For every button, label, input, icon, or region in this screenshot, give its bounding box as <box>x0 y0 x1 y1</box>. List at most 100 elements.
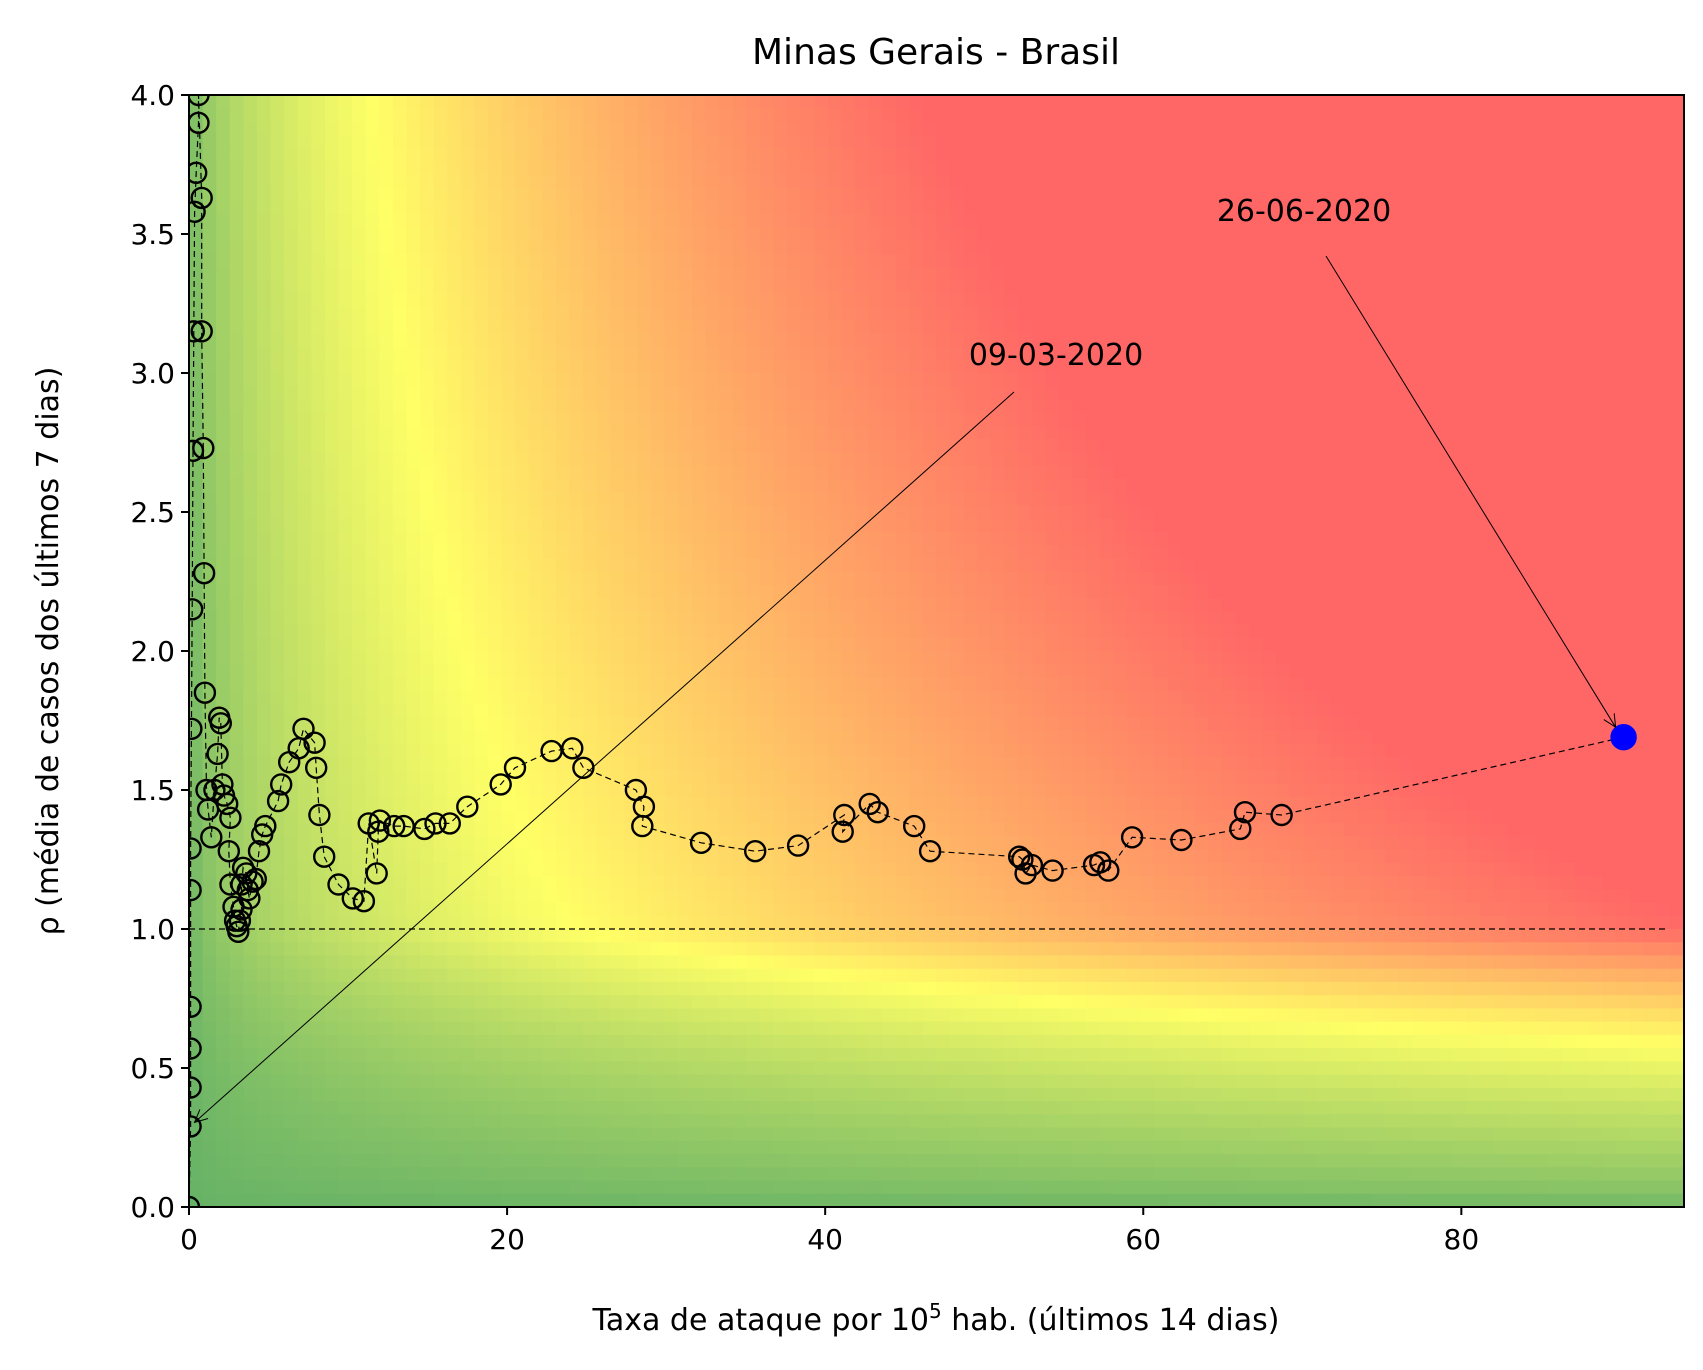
heatmap-cell <box>895 174 911 189</box>
heatmap-cell <box>229 147 245 162</box>
heatmap-cell <box>651 320 666 335</box>
heatmap-cell <box>664 465 680 480</box>
heatmap-cell <box>488 981 503 996</box>
heatmap-cell <box>610 770 625 785</box>
heatmap-cell <box>569 227 584 242</box>
heatmap-cell <box>270 611 285 626</box>
heatmap-cell <box>229 995 245 1010</box>
heatmap-cell <box>256 743 272 758</box>
heatmap-cell <box>814 756 829 771</box>
heatmap-cell <box>406 1087 421 1102</box>
heatmap-cell <box>365 1127 381 1142</box>
heatmap-cell <box>678 1154 693 1169</box>
heatmap-cell <box>868 531 883 546</box>
heatmap-cell <box>827 1127 843 1142</box>
heatmap-cell <box>284 465 299 480</box>
heatmap-cell <box>963 968 979 983</box>
heatmap-cell <box>256 690 272 705</box>
heatmap-cell <box>324 796 340 811</box>
heatmap-cell <box>814 584 829 599</box>
heatmap-cell <box>542 253 557 268</box>
heatmap-cell <box>678 253 693 268</box>
heatmap-cell <box>719 492 734 507</box>
heatmap-cell <box>732 836 748 851</box>
heatmap-cell <box>284 386 299 401</box>
heatmap-cell <box>379 902 394 917</box>
heatmap-cell <box>787 1167 802 1182</box>
heatmap-cell <box>623 690 639 705</box>
heatmap-cell <box>596 942 612 957</box>
heatmap-cell <box>243 492 258 507</box>
heatmap-cell <box>338 478 353 493</box>
heatmap-cell <box>800 399 815 414</box>
heatmap-cell <box>909 995 924 1010</box>
heatmap-cell <box>610 399 625 414</box>
heatmap-cell <box>895 267 911 282</box>
heatmap-cell <box>406 836 421 851</box>
heatmap-cell <box>474 267 489 282</box>
heatmap-cell <box>270 531 285 546</box>
heatmap-cell <box>623 1008 639 1023</box>
heatmap-cell <box>311 942 326 957</box>
heatmap-cell <box>352 571 367 586</box>
heatmap-cell <box>284 545 299 560</box>
heatmap-cell <box>596 531 612 546</box>
heatmap-cell <box>705 995 720 1010</box>
heatmap-cell <box>895 929 911 944</box>
heatmap-cell <box>352 267 367 282</box>
heatmap-cell <box>447 147 462 162</box>
heatmap-cell <box>678 889 693 904</box>
heatmap-cell <box>719 981 734 996</box>
heatmap-cell <box>501 624 516 639</box>
heatmap-cell <box>678 770 693 785</box>
heatmap-cell <box>746 651 761 666</box>
heatmap-cell <box>583 651 598 666</box>
heatmap-cell <box>732 1008 748 1023</box>
heatmap-cell <box>596 690 612 705</box>
heatmap-cell <box>909 1061 924 1076</box>
heatmap-cell <box>691 200 707 215</box>
heatmap-cell <box>922 571 938 586</box>
heatmap-cell <box>460 452 476 467</box>
heatmap-cell <box>990 214 1006 229</box>
heatmap-cell <box>243 981 258 996</box>
heatmap-cell <box>814 147 829 162</box>
heatmap-cell <box>759 1061 775 1076</box>
heatmap-cell <box>922 161 938 176</box>
heatmap-cell <box>474 492 489 507</box>
heatmap-cell <box>311 902 326 917</box>
heatmap-cell <box>433 439 449 454</box>
heatmap-cell <box>365 1074 381 1089</box>
heatmap-cell <box>950 756 965 771</box>
heatmap-cell <box>773 545 788 560</box>
heatmap-cell <box>324 783 340 798</box>
heatmap-cell <box>895 1087 911 1102</box>
heatmap-cell <box>977 770 992 785</box>
heatmap-cell <box>420 531 435 546</box>
heatmap-cell <box>678 518 693 533</box>
heatmap-cell <box>841 333 856 348</box>
heatmap-cell <box>569 399 584 414</box>
heatmap-cell <box>542 386 557 401</box>
heatmap-cell <box>365 478 381 493</box>
heatmap-cell <box>488 505 503 520</box>
heatmap-cell <box>678 730 693 745</box>
heatmap-cell <box>637 108 652 123</box>
heatmap-cell <box>854 955 870 970</box>
heatmap-cell <box>569 942 584 957</box>
heatmap-cell <box>623 876 639 891</box>
heatmap-cell <box>447 399 462 414</box>
heatmap-cell <box>515 505 530 520</box>
heatmap-cell <box>759 743 775 758</box>
heatmap-cell <box>814 889 829 904</box>
heatmap-cell <box>909 756 924 771</box>
heatmap-cell <box>569 465 584 480</box>
heatmap-cell <box>705 399 720 414</box>
heatmap-cell <box>732 889 748 904</box>
heatmap-cell <box>977 174 992 189</box>
heatmap-cell <box>542 545 557 560</box>
heatmap-cell <box>365 717 381 732</box>
heatmap-cell <box>528 929 544 944</box>
heatmap-cell <box>963 1180 979 1195</box>
heatmap-cell <box>392 703 408 718</box>
